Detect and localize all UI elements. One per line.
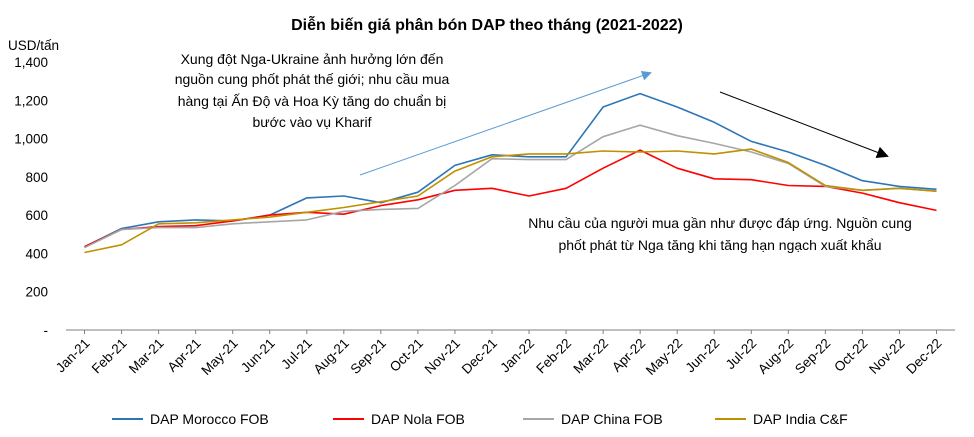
x-tick-label: Sep-22 <box>792 336 833 377</box>
x-tick-label: Apr-21 <box>165 336 204 375</box>
y-tick-label: 200 <box>25 285 48 300</box>
annotation-rising-line-4: bước vào vụ Kharif <box>253 114 372 130</box>
x-tick-label: Feb-22 <box>533 336 574 377</box>
y-tick-label: 600 <box>25 208 48 223</box>
y-tick-label: 800 <box>25 170 48 185</box>
x-tick-label: May-21 <box>198 336 240 378</box>
x-tick-label: Aug-22 <box>755 336 796 377</box>
legend-label-dap-china-fob: DAP China FOB <box>561 411 663 427</box>
x-tick-label: Nov-22 <box>866 336 907 377</box>
y-tick-label: 1,000 <box>14 132 48 147</box>
series-lines <box>84 92 937 254</box>
chart-title: Diễn biến giá phân bón DAP theo tháng (2… <box>291 15 683 34</box>
y-tick-label: 1,200 <box>14 93 48 108</box>
x-tick-label: Jul-21 <box>278 336 315 373</box>
x-tick-label: Dec-21 <box>459 336 500 377</box>
annotation-rising-line-1: Xung đột Nga-Ukraine ảnh hưởng lớn đến <box>181 51 444 67</box>
annotation-falling: Nhu cầu của người mua gần như được đáp ứ… <box>528 215 912 253</box>
series-line-dap-nola-fob <box>84 149 937 248</box>
x-tick-label: Feb-21 <box>89 336 130 377</box>
x-tick-label: Jul-22 <box>723 336 760 373</box>
x-tick-label: Jan-21 <box>53 336 93 376</box>
legend-label-dap-nola-fob: DAP Nola FOB <box>371 411 465 427</box>
annotation-falling-line-2: phốt phát từ Nga tăng khi tăng hạn ngạch… <box>558 237 881 253</box>
series-line-dap-india-c-f <box>84 148 937 254</box>
x-tick-label: Oct-21 <box>387 336 426 375</box>
annotation-rising-line-3: hàng tại Ấn Độ và Hoa Kỳ tăng do chuẩn b… <box>178 93 447 109</box>
legend-label-dap-morocco-fob: DAP Morocco FOB <box>150 411 269 427</box>
falling-trend-arrow <box>719 91 889 159</box>
annotation-rising-line-2: nguồn cung phốt phát thế giới; nhu cầu m… <box>175 71 450 87</box>
x-tick-label: Sep-21 <box>348 336 389 377</box>
y-tick-label: 400 <box>25 246 48 261</box>
x-tick-label: Oct-22 <box>831 336 870 375</box>
y-tick-label: 1,400 <box>14 55 48 70</box>
x-tick-label: Mar-21 <box>126 336 167 377</box>
legend-label-dap-india-c-f: DAP India C&F <box>753 411 848 427</box>
series-line-dap-china-fob <box>84 124 937 249</box>
x-tick-label: Mar-22 <box>570 336 611 377</box>
x-tick-label: Jan-22 <box>497 336 537 376</box>
x-tick-label: Nov-21 <box>422 336 463 377</box>
x-tick-label: Aug-21 <box>311 336 352 377</box>
annotation-falling-line-1: Nhu cầu của người mua gần như được đáp ứ… <box>528 215 912 231</box>
legend: DAP Morocco FOB DAP Nola FOB DAP China FOB… <box>112 411 848 427</box>
y-axis-ticks: - 200 400 600 800 1,000 1,200 1,400 <box>14 55 48 338</box>
x-tick-label: Jun-22 <box>683 336 723 376</box>
annotation-rising: Xung đột Nga-Ukraine ảnh hưởng lớn đến n… <box>175 51 450 130</box>
x-tick-label: Dec-22 <box>903 336 944 377</box>
x-tick-label: Apr-22 <box>609 336 648 375</box>
x-tick-label: Jun-21 <box>238 336 278 376</box>
rising-trend-arrow <box>359 70 652 176</box>
x-tick-label: May-22 <box>643 336 685 378</box>
y-axis-label: USD/tấn <box>8 38 59 53</box>
y-tick-label: - <box>44 323 49 338</box>
